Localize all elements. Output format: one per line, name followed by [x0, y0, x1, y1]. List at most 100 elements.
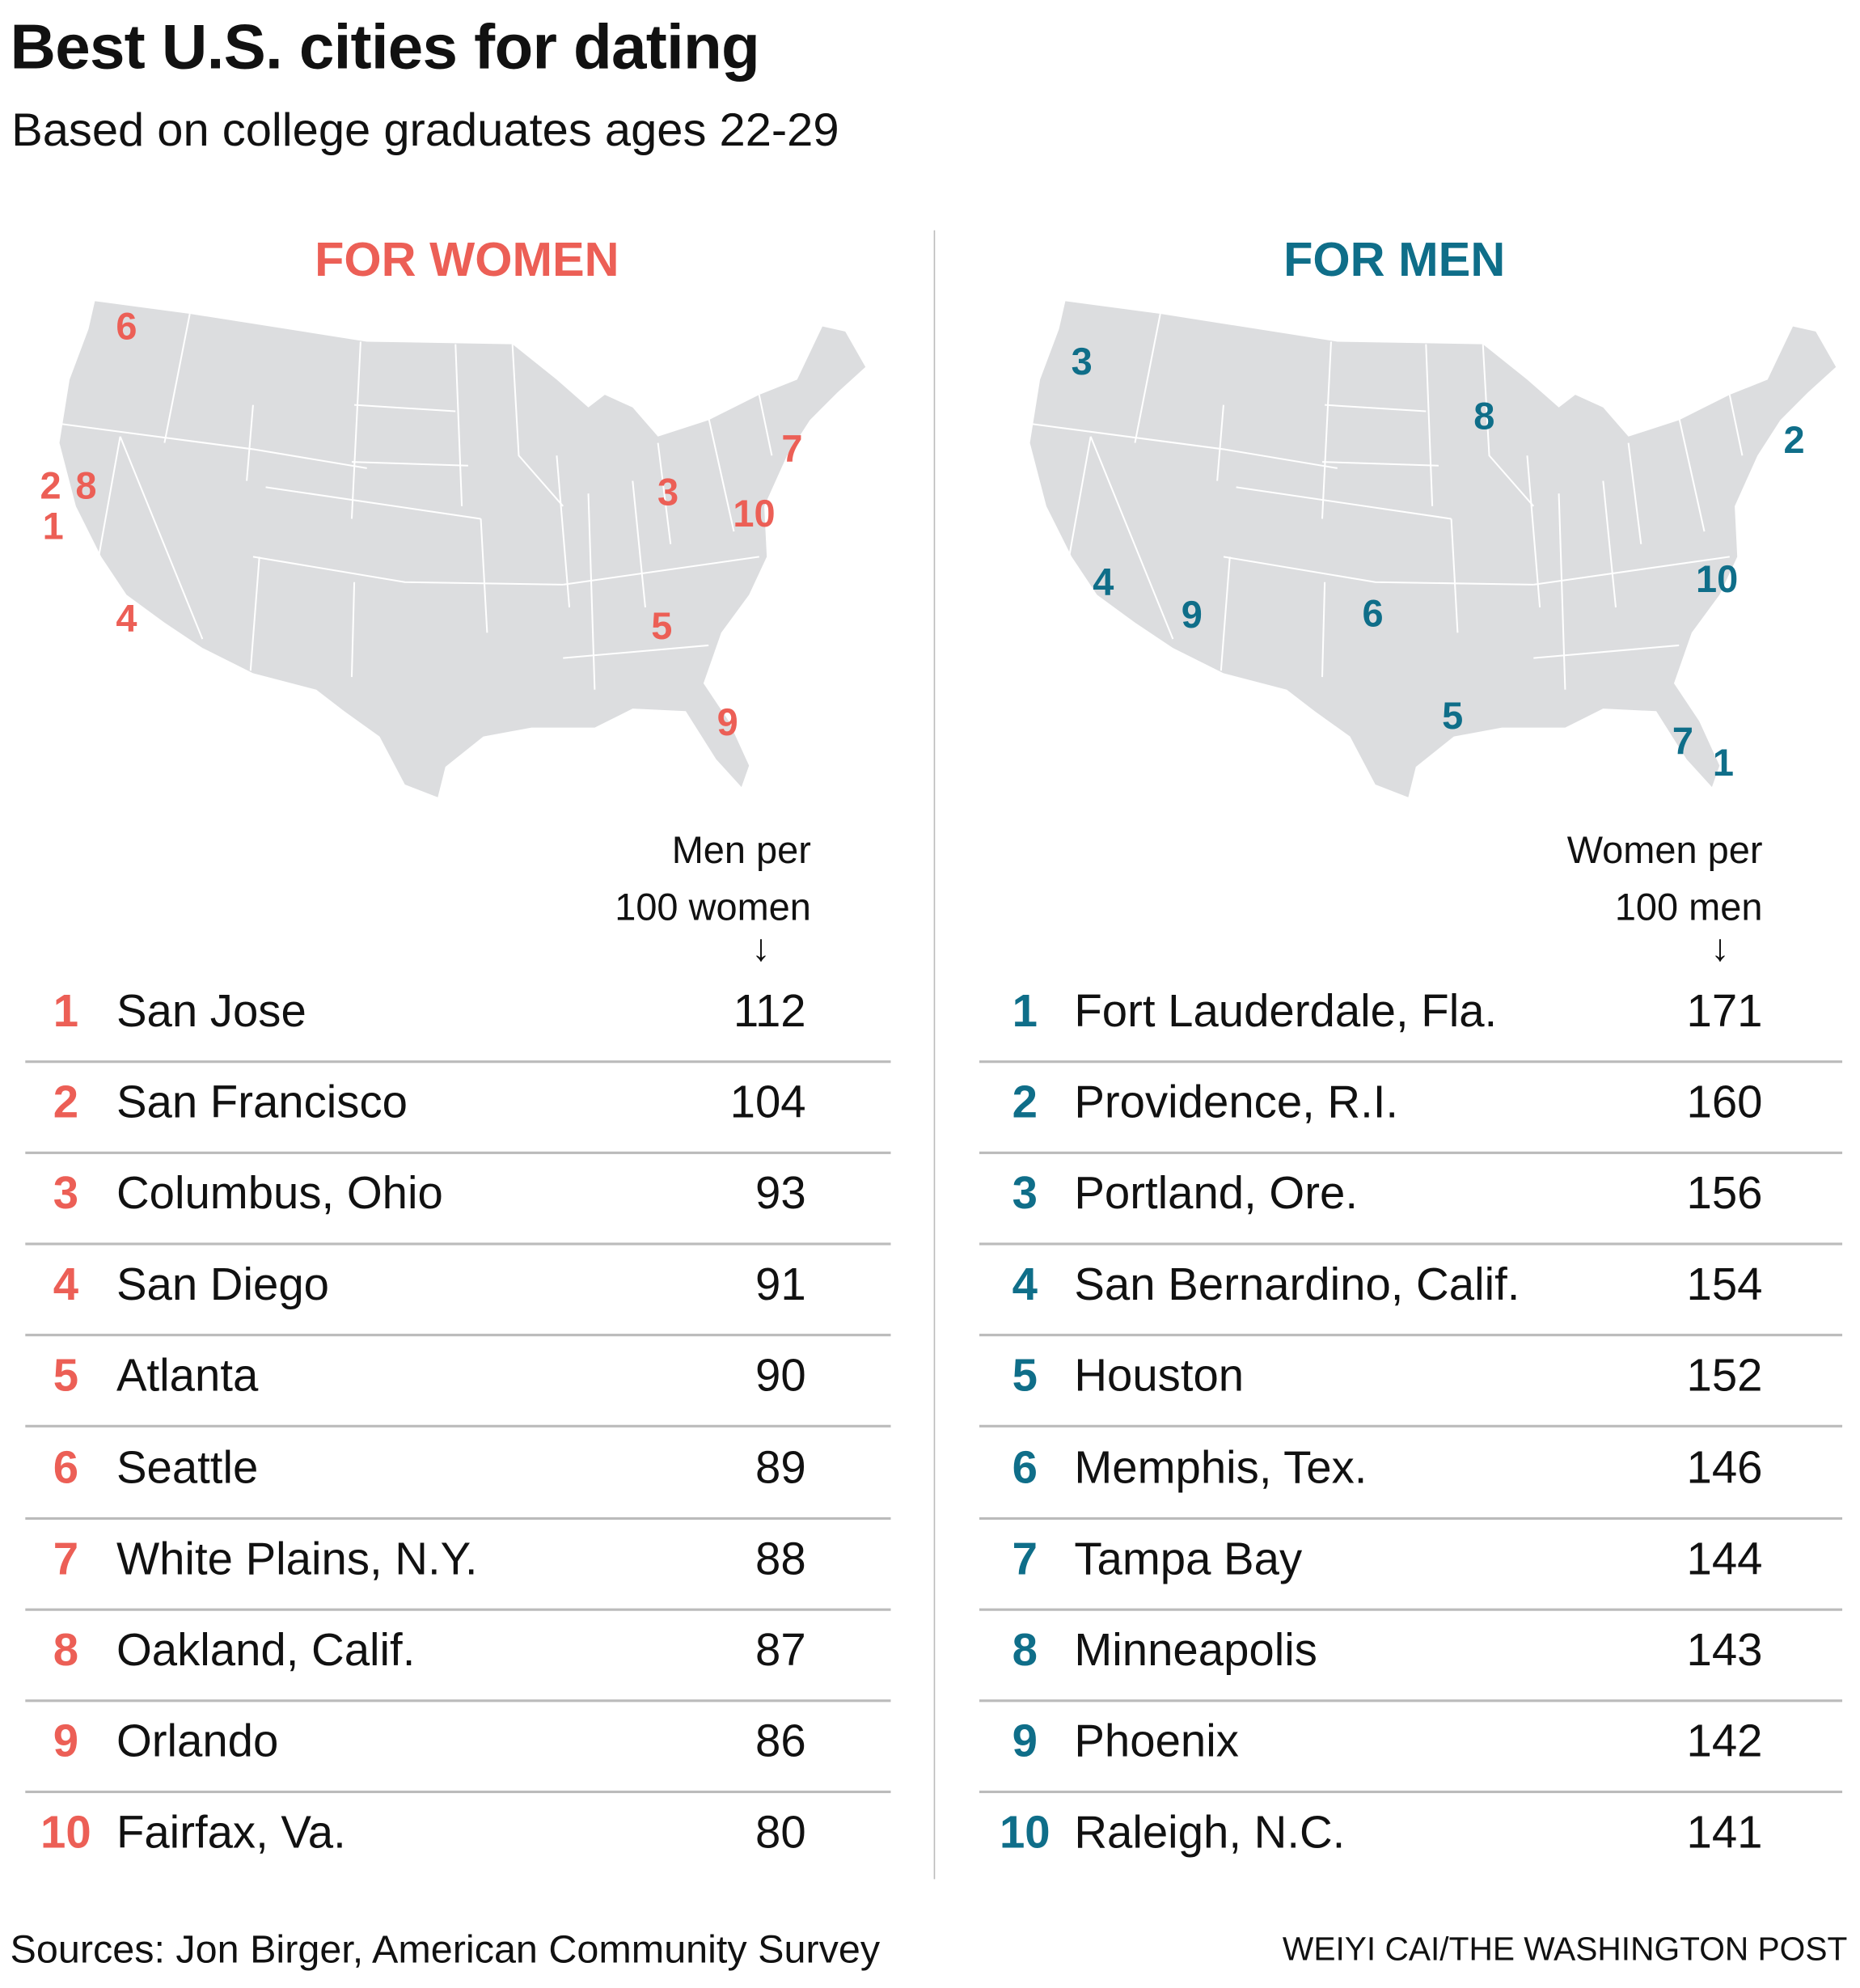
state-border: [354, 404, 456, 412]
ratio-value: 141: [1686, 1805, 1763, 1858]
rank-number: 7: [1012, 1532, 1038, 1584]
city-name: Providence, R.I.: [1074, 1076, 1399, 1128]
rank-number: 6: [53, 1440, 79, 1493]
state-border: [1482, 344, 1535, 507]
city-name: Atlanta: [116, 1349, 259, 1402]
ratio-value: 146: [1686, 1440, 1763, 1493]
table-row: 9 Orlando 86: [25, 1699, 891, 1793]
map-rank-label: 3: [657, 471, 678, 513]
city-name: Tampa Bay: [1074, 1532, 1303, 1584]
rank-number: 5: [53, 1349, 79, 1402]
state-border: [350, 341, 361, 519]
rank-number: 6: [1012, 1440, 1038, 1493]
map-rank-label: 10: [1696, 558, 1738, 600]
state-border: [1223, 556, 1534, 586]
city-name: Raleigh, N.C.: [1074, 1805, 1346, 1858]
state-border: [632, 480, 646, 608]
map-rank-label: 8: [1473, 395, 1494, 437]
state-border: [1321, 341, 1332, 519]
column-header-line: 100 women: [615, 886, 811, 929]
ratio-value: 80: [755, 1805, 806, 1858]
table-row: 4 San Bernardino, Calif. 154: [979, 1243, 1843, 1337]
rank-number: 3: [1012, 1166, 1038, 1220]
state-border: [252, 556, 564, 586]
table-row: 6 Seattle 89: [25, 1426, 891, 1520]
city-name: San Bernardino, Calif.: [1074, 1258, 1520, 1310]
rank-number: 4: [1012, 1258, 1038, 1310]
ratio-value: 144: [1686, 1532, 1763, 1584]
state-border: [60, 423, 367, 469]
state-border: [563, 644, 709, 659]
state-border: [1068, 436, 1092, 557]
rank-number: 3: [53, 1166, 79, 1220]
state-border: [1602, 480, 1617, 608]
table-row: 2 Providence, R.I. 160: [979, 1060, 1843, 1155]
state-border: [657, 442, 672, 544]
state-border: [1728, 394, 1744, 456]
map-rank-label: 4: [1093, 560, 1114, 603]
state-border: [1425, 344, 1434, 506]
table-row: 8 Oakland, Calif. 87: [25, 1608, 891, 1702]
state-border: [1450, 518, 1459, 633]
ratio-value: 171: [1686, 984, 1763, 1037]
rank-number: 9: [1012, 1714, 1038, 1766]
state-border: [1134, 313, 1161, 443]
rank-number: 5: [1012, 1349, 1038, 1402]
ratio-value: 154: [1686, 1258, 1763, 1310]
map-rank-label: 9: [717, 701, 738, 743]
ratio-value: 104: [729, 1076, 806, 1128]
column-header-line: Women per: [1566, 830, 1763, 873]
state-border: [119, 436, 204, 640]
map-rank-label: 2: [40, 464, 61, 506]
state-border: [587, 493, 596, 690]
state-border: [1236, 486, 1452, 520]
map-rank-label: 2: [1784, 419, 1805, 461]
ratio-value: 90: [755, 1349, 806, 1402]
state-border: [454, 344, 463, 506]
arrow-down-icon: ↓: [751, 927, 771, 970]
state-border: [1533, 556, 1730, 586]
map-rank-label: 7: [1672, 721, 1693, 763]
us-outline: [1029, 301, 1837, 797]
city-name: Minneapolis: [1074, 1622, 1317, 1676]
map-rank-label: 1: [1713, 742, 1734, 784]
us-outline: [59, 301, 866, 797]
ratio-value: 88: [755, 1532, 806, 1584]
table-row: 7 Tampa Bay 144: [979, 1516, 1843, 1611]
city-name: San Diego: [116, 1258, 329, 1310]
column-header-line: 100 men: [1614, 886, 1763, 929]
city-name: Portland, Ore.: [1074, 1166, 1358, 1220]
rank-number: 1: [1012, 984, 1038, 1037]
state-border: [1678, 417, 1706, 532]
table-row: 3 Columbus, Ohio 93: [25, 1152, 891, 1246]
state-border: [511, 344, 564, 507]
state-border: [249, 556, 260, 671]
rank-number: 2: [1012, 1076, 1038, 1128]
credit-line: WEIYI CAI/THE WASHINGTON POST: [1282, 1930, 1848, 1968]
arrow-down-icon: ↓: [1710, 927, 1730, 970]
column-header: Men per 100 women: [615, 823, 811, 937]
state-border: [98, 436, 121, 557]
state-border: [163, 313, 191, 443]
state-border: [556, 455, 571, 608]
ratio-value: 156: [1686, 1166, 1763, 1220]
city-name: White Plains, N.Y.: [116, 1532, 478, 1584]
map-rank-label: 4: [116, 598, 137, 640]
rank-number: 2: [53, 1076, 79, 1128]
table-row: 10 Fairfax, Va. 80: [25, 1791, 890, 1882]
city-name: San Jose: [116, 984, 306, 1037]
table-row: 6 Memphis, Tex. 146: [979, 1426, 1843, 1520]
table-row: 9 Phoenix 142: [979, 1699, 1843, 1793]
rank-number: 8: [1012, 1622, 1038, 1676]
city-name: Memphis, Tex.: [1074, 1440, 1368, 1493]
ratio-value: 152: [1686, 1349, 1763, 1402]
state-border: [758, 394, 773, 456]
state-border: [351, 461, 468, 467]
city-name: Oakland, Calif.: [116, 1622, 416, 1676]
table-row: 3 Portland, Ore. 156: [979, 1152, 1843, 1246]
city-name: Houston: [1074, 1349, 1245, 1402]
state-border: [1321, 461, 1439, 467]
